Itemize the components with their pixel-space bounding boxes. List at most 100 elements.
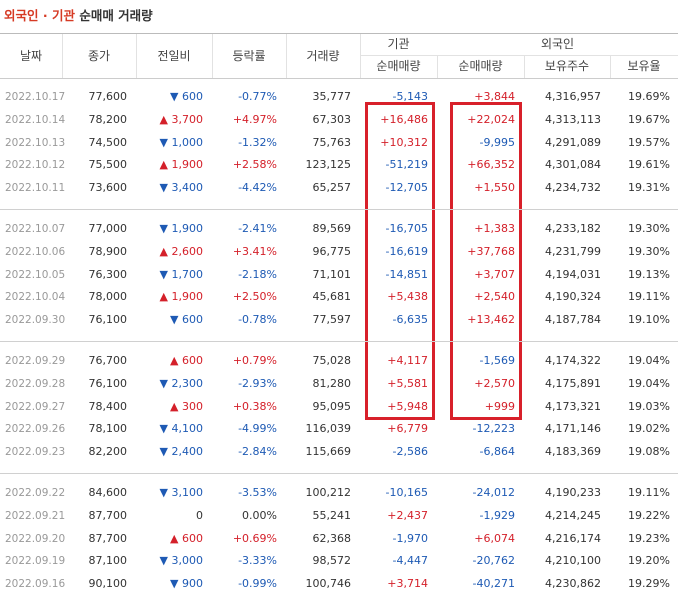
data-cell: ▲ 300 [170, 399, 203, 413]
data-cell: 19.11% [628, 290, 670, 304]
data-cell: 19.29% [628, 577, 670, 590]
data-cell: 4,190,324 [545, 290, 601, 304]
data-cell: 67,303 [312, 112, 352, 126]
data-cell: 75,763 [312, 135, 352, 149]
data-cell: 76,100 [88, 313, 128, 326]
data-cell: +0.38% [232, 399, 277, 413]
data-cell: 4,210,100 [545, 554, 601, 568]
data-cell: +6,074 [474, 531, 515, 545]
data-cell: +2.50% [232, 290, 277, 304]
data-cell: 19.69% [628, 90, 670, 103]
data-cell: -14,851 [385, 267, 428, 281]
data-cell: 19.31% [628, 181, 670, 194]
date-cell: 2022.10.13 [5, 136, 66, 149]
data-cell: +0.79% [232, 354, 277, 367]
data-cell: -40,271 [472, 577, 515, 590]
data-cell: ▲ 600 [170, 354, 203, 367]
data-cell: 78,100 [88, 422, 128, 436]
column-header: 종가 [87, 49, 111, 63]
data-cell: 19.08% [628, 445, 670, 458]
data-cell: 45,681 [312, 290, 352, 304]
data-cell: +0.69% [232, 531, 277, 545]
date-cell: 2022.10.06 [5, 245, 66, 258]
data-cell: -12,705 [385, 181, 428, 194]
data-cell: 76,100 [88, 376, 128, 390]
column-header: 전일비 [157, 49, 191, 63]
data-cell: 78,000 [88, 290, 128, 304]
data-cell: -0.77% [238, 90, 277, 103]
data-cell: 62,368 [312, 531, 352, 545]
data-cell: -2.93% [238, 376, 277, 390]
group-separator [0, 473, 678, 474]
data-cell: 100,212 [305, 486, 352, 499]
data-cell: 4,233,182 [545, 222, 601, 235]
header-divider [360, 55, 678, 56]
data-cell: -4.42% [238, 181, 277, 194]
header-border [0, 78, 678, 79]
data-cell: +3.41% [232, 244, 277, 258]
data-cell: -20,762 [472, 554, 515, 568]
data-cell: ▼ 2,400 [159, 445, 203, 458]
highlight-box [365, 102, 435, 420]
date-cell: 2022.10.04 [5, 291, 66, 304]
header-divider [286, 34, 287, 78]
data-cell: +16,486 [380, 112, 428, 126]
data-cell: -5,143 [392, 90, 428, 103]
data-cell: 4,194,031 [545, 267, 601, 281]
data-cell: 4,301,084 [545, 158, 601, 172]
data-cell: ▼ 3,400 [159, 181, 203, 194]
data-cell: +999 [484, 399, 515, 413]
data-cell: +5,948 [387, 399, 428, 413]
date-cell: 2022.09.26 [5, 423, 66, 436]
data-cell: +2,540 [474, 290, 515, 304]
data-cell: ▲ 3,700 [159, 112, 203, 126]
header-divider [610, 56, 611, 78]
subcolumn-header: 보유율 [627, 59, 661, 73]
data-cell: ▼ 1,000 [159, 135, 203, 149]
data-cell: 87,700 [88, 508, 128, 522]
data-cell: -6,635 [392, 313, 428, 326]
data-cell: 4,174,322 [545, 354, 601, 367]
data-cell: -0.78% [238, 313, 277, 326]
data-cell: 19.20% [628, 554, 670, 568]
data-cell: 4,291,089 [545, 135, 601, 149]
data-cell: -2.41% [238, 222, 277, 235]
data-cell: +3,844 [474, 90, 515, 103]
data-cell: +22,024 [467, 112, 515, 126]
data-cell: 4,214,245 [545, 508, 601, 522]
data-cell: ▼ 600 [170, 313, 203, 326]
data-cell: 4,234,732 [545, 181, 601, 194]
date-cell: 2022.10.05 [5, 268, 66, 281]
date-cell: 2022.10.17 [5, 91, 66, 103]
data-cell: 19.04% [628, 354, 670, 367]
data-cell: -10,165 [385, 486, 428, 499]
data-cell: 19.30% [628, 244, 670, 258]
data-cell: 77,597 [312, 313, 352, 326]
data-cell: -0.99% [238, 577, 277, 590]
data-cell: 19.30% [628, 222, 670, 235]
data-cell: +1,550 [474, 181, 515, 194]
data-cell: -16,705 [385, 222, 428, 235]
date-cell: 2022.10.07 [5, 223, 66, 235]
date-cell: 2022.09.21 [5, 509, 66, 522]
date-cell: 2022.09.30 [5, 314, 66, 326]
title-highlight: 외국인 · 기관 [4, 8, 75, 23]
data-cell: 98,572 [312, 554, 352, 568]
data-cell: +4.97% [232, 112, 277, 126]
data-cell: +5,438 [387, 290, 428, 304]
data-cell: ▼ 1,700 [159, 267, 203, 281]
data-cell: 4,190,233 [545, 486, 601, 499]
data-cell: 19.03% [628, 399, 670, 413]
column-header: 등락률 [232, 49, 266, 63]
data-cell: 0.00% [242, 508, 277, 522]
data-cell: 19.13% [628, 267, 670, 281]
data-cell: -16,619 [385, 244, 428, 258]
title: 외국인 · 기관 순매매 거래량 [4, 9, 153, 23]
data-cell: 75,028 [312, 354, 352, 367]
date-cell: 2022.09.22 [5, 487, 66, 499]
data-cell: 4,183,369 [545, 445, 601, 458]
data-cell: 4,231,799 [545, 244, 601, 258]
date-cell: 2022.09.20 [5, 532, 66, 545]
data-cell: +66,352 [467, 158, 515, 172]
data-cell: 4,171,146 [545, 422, 601, 436]
